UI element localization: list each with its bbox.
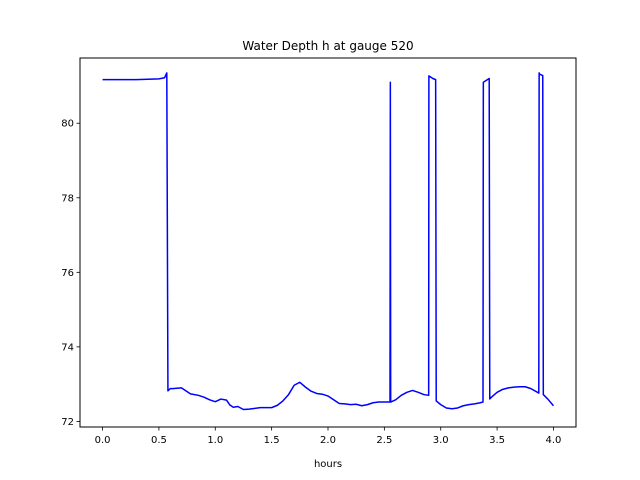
x-tick-label: 2.0 bbox=[320, 435, 336, 446]
x-tick-label: 3.5 bbox=[489, 435, 505, 446]
x-tick-label: 0.5 bbox=[151, 435, 167, 446]
y-tick-label: 80 bbox=[61, 119, 74, 130]
x-axis-label: hours bbox=[314, 459, 342, 470]
plot-layer bbox=[102, 72, 555, 411]
chart-title: Water Depth h at gauge 520 bbox=[242, 39, 413, 53]
x-tick-label: 1.0 bbox=[207, 435, 223, 446]
y-tick-label: 76 bbox=[61, 268, 74, 279]
x-tick-label: 0.0 bbox=[95, 435, 111, 446]
x-tick-label: 3.0 bbox=[433, 435, 449, 446]
x-tick-label: 2.5 bbox=[376, 435, 392, 446]
y-tick-label: 74 bbox=[61, 342, 74, 353]
x-tick-label: 4.0 bbox=[546, 435, 562, 446]
y-axis: 72 74 76 78 80 bbox=[61, 119, 80, 428]
x-tick-label: 1.5 bbox=[264, 435, 280, 446]
x-axis: 0.0 0.5 1.0 1.5 2.0 2.5 3.0 3.5 4.0 bbox=[95, 427, 562, 446]
y-tick-label: 78 bbox=[61, 193, 74, 204]
series-line bbox=[102, 72, 555, 411]
y-tick-label: 72 bbox=[61, 417, 74, 428]
